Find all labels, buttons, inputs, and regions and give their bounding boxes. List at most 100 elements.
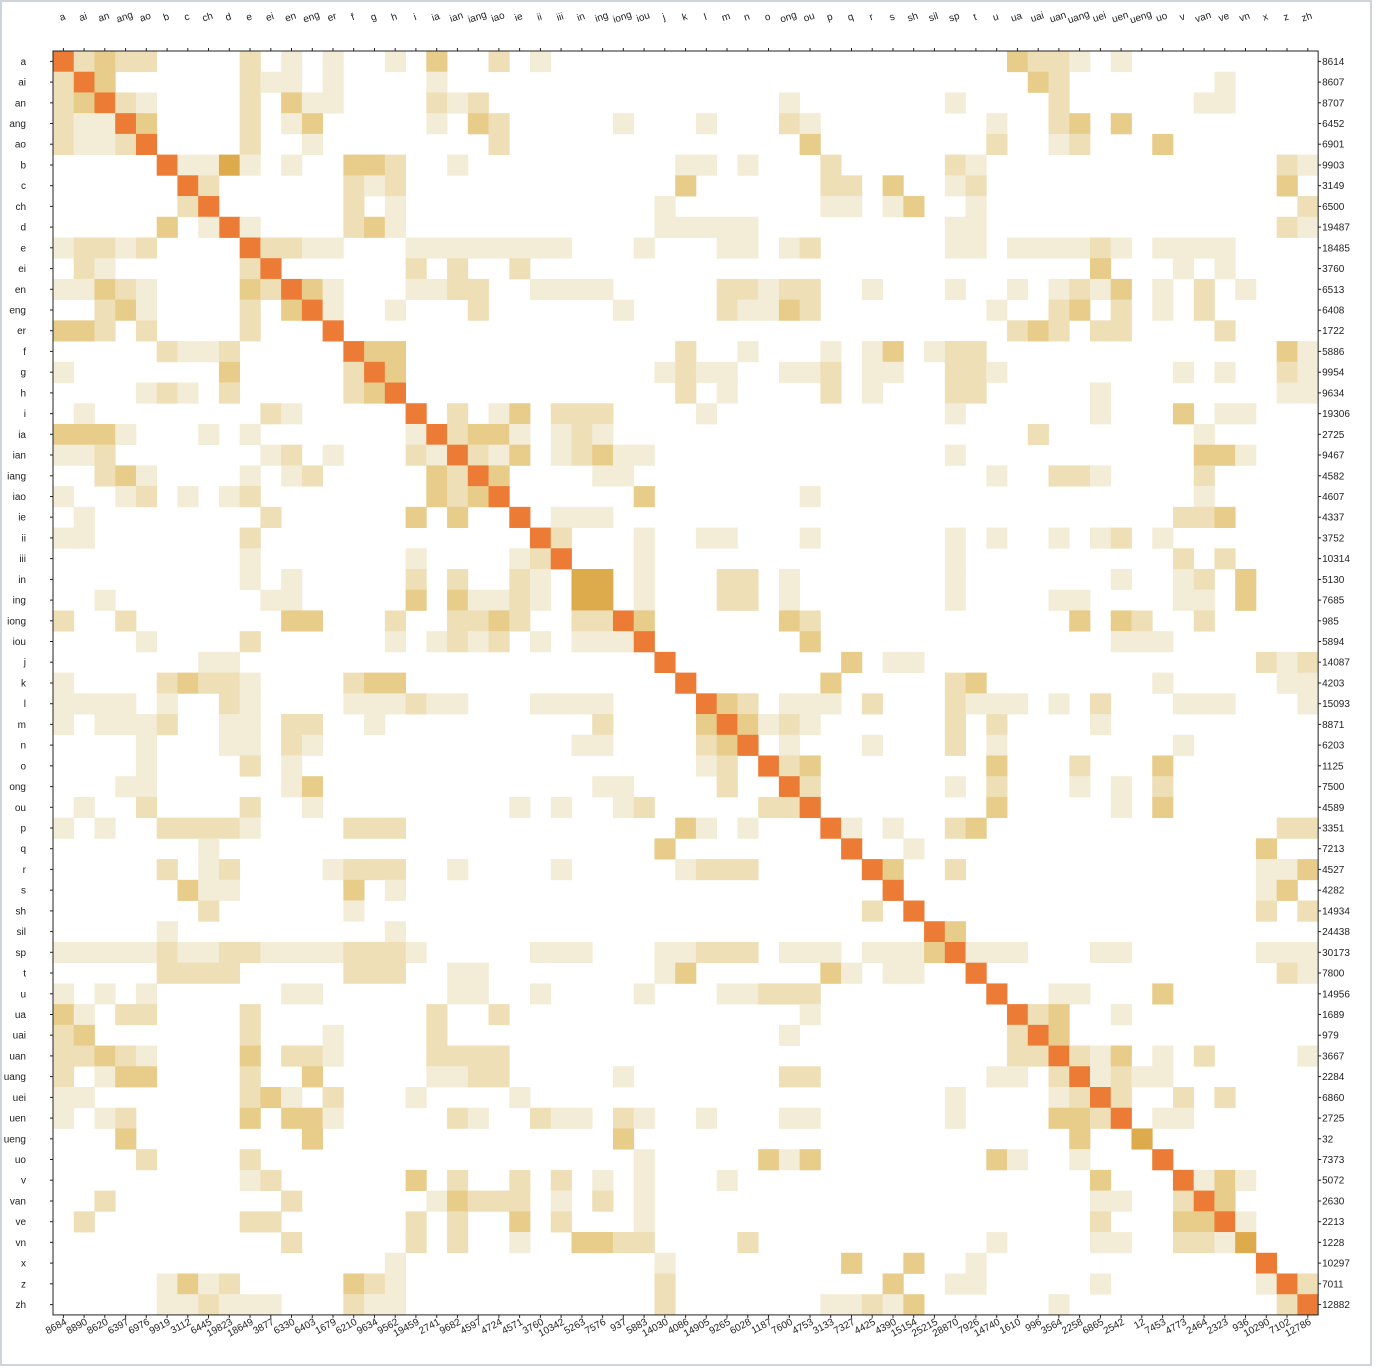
cell-p-k [675, 817, 697, 839]
left-label-sh: sh [15, 906, 26, 917]
cell-ang-ong [778, 113, 801, 135]
cell-ao-an [94, 133, 116, 155]
cell-ong-en [281, 776, 303, 798]
cell-ia-e [239, 423, 261, 446]
cell-l-sp [944, 693, 966, 715]
cell-iong-ian [447, 610, 469, 632]
cell-iii-e [239, 548, 261, 570]
cell-ian-iong [612, 444, 635, 466]
cell-uan-iang [467, 1045, 489, 1067]
top-label-u: u [992, 12, 1001, 24]
cell-r-f [343, 859, 365, 881]
cell-uei-a [53, 1087, 75, 1109]
cell-uang-ueng [1131, 1066, 1153, 1088]
cell-m-ou [799, 714, 821, 736]
cell-uen-iou [633, 1107, 655, 1129]
cell-f-f [343, 341, 365, 363]
left-label-x: x [21, 1259, 26, 1270]
cell-ia-ang [115, 423, 137, 446]
cell-ang-u [986, 113, 1008, 135]
cell-g-f [343, 361, 365, 383]
cell-t-b [156, 962, 178, 984]
cell-h-g [364, 382, 386, 404]
right-count-uang: 2284 [1322, 1072, 1345, 1083]
cell-en-ii [530, 278, 552, 301]
cell-zh-c [177, 1294, 199, 1316]
cell-o-e [239, 755, 261, 777]
cell-ua-e [239, 1004, 261, 1026]
cell-uan-en [281, 1045, 303, 1067]
cell-iou-ia [426, 631, 448, 653]
right-count-zh: 12882 [1322, 1300, 1350, 1311]
cell-ong-sp [944, 776, 966, 798]
cell-en-ang [115, 278, 137, 301]
cell-z-f [343, 1273, 365, 1295]
cell-sp-h [384, 941, 406, 964]
cell-s-z [1276, 879, 1298, 901]
cell-k-z [1276, 672, 1298, 694]
cell-vn-in [571, 1232, 593, 1254]
cell-v-v [1172, 1169, 1195, 1191]
cell-uo-ou [799, 1149, 821, 1171]
cell-ai-an [94, 71, 116, 93]
left-label-an: an [15, 98, 26, 109]
right-count-er: 1722 [1322, 326, 1345, 337]
cell-d-sp [944, 216, 966, 238]
cell-uan-iao [488, 1045, 510, 1067]
left-label-ai: ai [18, 78, 26, 89]
cell-an-ang [115, 92, 137, 114]
cell-ch-j [654, 196, 676, 218]
top-label-an: an [97, 11, 111, 25]
cell-ei-an [94, 258, 116, 280]
cell-uang-iao [488, 1066, 510, 1088]
cell-o-ao [135, 755, 158, 777]
cell-z-j [654, 1273, 676, 1295]
cell-sp-u [986, 941, 1008, 964]
cell-l-in [571, 693, 593, 715]
cell-t-q [841, 962, 863, 984]
cell-p-t [965, 817, 987, 839]
cell-u-ii [530, 983, 552, 1005]
cell-en-ua [1007, 278, 1029, 301]
cell-eng-van [1193, 299, 1215, 321]
left-label-uai: uai [13, 1031, 26, 1042]
cell-ve-ai [73, 1211, 95, 1233]
cell-ei-e [239, 258, 261, 280]
cell-an-sp [944, 92, 966, 114]
cell-ou-ao [135, 796, 158, 819]
cell-h-ao [135, 382, 158, 404]
cell-u-ou [799, 983, 821, 1005]
cell-en-ao [135, 278, 158, 301]
right-count-iii: 10314 [1322, 554, 1350, 565]
cell-ii-e [239, 527, 261, 549]
cell-k-p [820, 672, 842, 694]
right-count-labels: 8614 8607 8707 6452 6901 9903 3149 6500 19487 184… [1322, 57, 1350, 1311]
cell-iong-ueng [1131, 610, 1153, 632]
cell-b-en [281, 154, 303, 176]
right-count-ong: 7500 [1322, 782, 1345, 793]
cell-iou-ou [799, 631, 821, 653]
cell-n-m [716, 734, 738, 756]
cell-j-zh [1297, 651, 1319, 673]
cell-uen-eng [301, 1107, 324, 1129]
cell-ong-uo [1152, 776, 1174, 798]
top-label-ao: ao [139, 11, 153, 25]
cell-l-ian [447, 693, 469, 715]
cell-ai-en [281, 71, 303, 93]
cell-in-ong [778, 569, 801, 591]
cell-t-j [654, 962, 676, 984]
cell-sp-iii [550, 941, 572, 964]
cell-uen-en [281, 1107, 303, 1129]
cell-ou-uo [1152, 796, 1174, 819]
cell-g-ve [1214, 361, 1236, 383]
cell-an-ia [426, 92, 448, 114]
cell-eng-an [94, 299, 116, 321]
cell-uen-l [695, 1107, 718, 1129]
cell-uan-zh [1297, 1045, 1319, 1067]
cell-g-s [882, 361, 904, 383]
cell-iii-iou [633, 548, 655, 570]
cell-a-h [384, 51, 406, 73]
cell-en-ei [260, 278, 282, 301]
right-count-d: 19487 [1322, 223, 1350, 234]
cell-f-z [1276, 341, 1298, 363]
